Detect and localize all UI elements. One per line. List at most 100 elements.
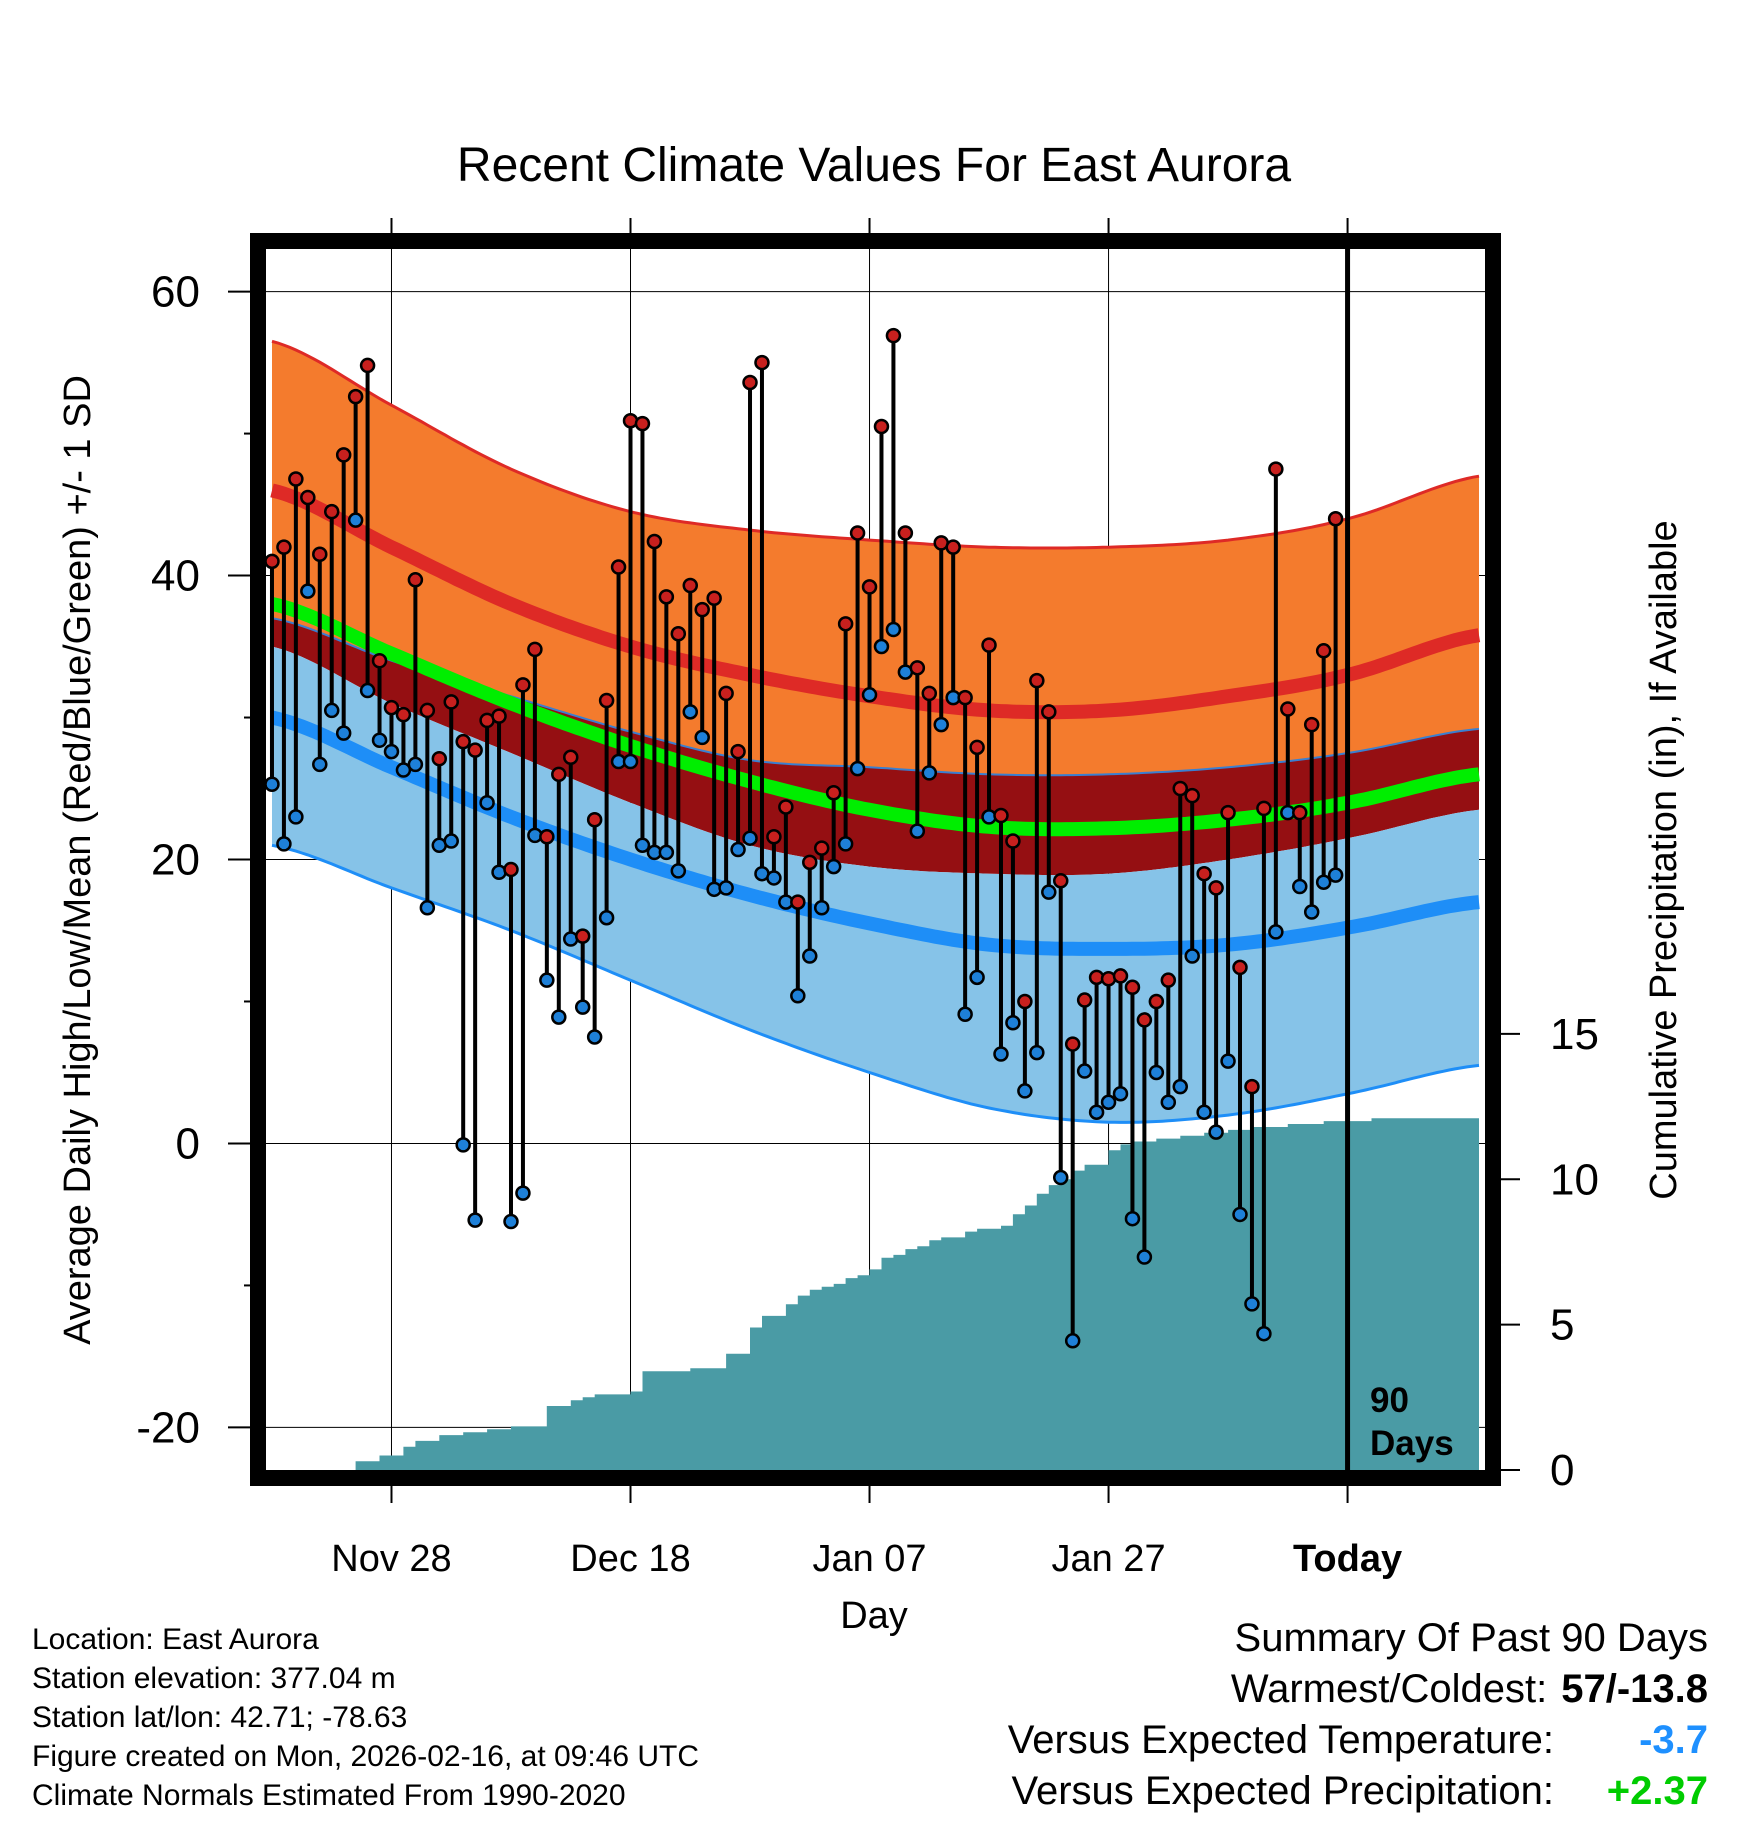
daily-high-point-22: [527, 641, 543, 658]
daily-low-point-6: [335, 725, 352, 741]
daily-low-point-69: [1088, 1104, 1105, 1120]
daily-low-point-55: [921, 765, 938, 781]
chart-title: Recent Climate Values For East Aurora: [457, 139, 1291, 192]
daily-low-point-48: [837, 836, 854, 852]
daily-high-point-5: [323, 503, 340, 520]
daily-high-point-9: [371, 652, 388, 669]
daily-low-point-0: [266, 776, 280, 793]
daily-high-point-44: [790, 894, 806, 910]
daily-high-point-55: [921, 685, 938, 702]
daily-low-point-36: [694, 729, 710, 746]
summary-warm-cold: Warmest/Coldest: 57/-13.8: [1008, 1664, 1708, 1715]
daily-high-point-34: [670, 626, 687, 642]
high-normal-band: [272, 341, 1479, 713]
daily-high-point-17: [467, 742, 483, 758]
daily-low-point-23: [539, 972, 555, 988]
daily-low-point-4: [312, 756, 328, 773]
daily-high-point-38: [718, 685, 734, 702]
daily-low-point-86: [1292, 878, 1308, 895]
daily-low-point-59: [969, 969, 985, 986]
daily-low-point-16: [455, 1137, 471, 1153]
daily-high-point-62: [1005, 833, 1021, 849]
temp-anomaly-label: Versus Expected Temperature:: [1007, 1718, 1554, 1762]
daily-low-point-79: [1208, 1124, 1224, 1140]
daily-high-point-75: [1160, 972, 1177, 988]
x-tick-label-2: Jan 07: [812, 1538, 926, 1580]
daily-high-point-64: [1029, 672, 1045, 689]
daily-high-point-14: [431, 750, 448, 767]
daily-high-point-29: [610, 559, 627, 575]
daily-high-point-52: [885, 327, 902, 344]
daily-high-point-11: [395, 706, 412, 723]
avg-normal-band: [272, 618, 1479, 876]
daily-high-point-67: [1064, 1036, 1081, 1052]
summary-precip: Versus Expected Precipitation: +2.37: [1008, 1766, 1708, 1817]
daily-low-point-17: [467, 1212, 483, 1228]
plot-frame: [250, 233, 1501, 1486]
daily-low-point-46: [813, 900, 830, 916]
daily-high-point-77: [1184, 787, 1200, 804]
y2-tick-label-1: 5: [1550, 1301, 1574, 1350]
daily-high-point-26: [574, 928, 591, 944]
daily-low-point-67: [1064, 1333, 1081, 1349]
latlon-text: Station lat/lon: 42.71; -78.63: [32, 1701, 408, 1734]
daily-low-point-21: [515, 1185, 531, 1201]
x-axis-label: Day: [840, 1595, 908, 1637]
daily-high-point-66: [1052, 873, 1069, 889]
daily-high-point-0: [266, 553, 280, 570]
daily-low-point-83: [1256, 1325, 1272, 1342]
daily-low-point-30: [622, 753, 639, 770]
daily-low-point-87: [1303, 904, 1320, 920]
daily-high-point-87: [1303, 716, 1320, 733]
daily-low-point-72: [1124, 1210, 1141, 1227]
daily-low-point-26: [574, 999, 591, 1015]
daily-low-point-80: [1220, 1053, 1236, 1069]
daily-low-point-15: [443, 833, 459, 849]
daily-low-point-51: [873, 638, 890, 655]
y-axis-label: Average Daily High/Low/Mean (Red/Blue/Gr…: [57, 375, 99, 1345]
daily-high-point-50: [861, 579, 878, 595]
daily-high-point-45: [802, 854, 818, 871]
daily-low-point-11: [395, 762, 412, 778]
daily-high-point-63: [1017, 993, 1033, 1010]
daily-low-point-45: [802, 948, 818, 964]
x-tick-label-0: Nov 28: [331, 1538, 451, 1580]
daily-low-point-65: [1041, 884, 1057, 900]
daily-low-point-3: [300, 583, 316, 599]
daily-high-point-79: [1208, 880, 1224, 896]
daily-low-point-47: [825, 858, 842, 875]
daily-high-point-21: [515, 677, 531, 693]
y-tick-label-2: 20: [151, 836, 200, 885]
daily-low-point-89: [1327, 867, 1344, 883]
warm-cold-value: 57/-13.8: [1561, 1667, 1708, 1711]
x-tick-label-3: Jan 27: [1051, 1538, 1165, 1580]
avg-normal-line: [270, 597, 1480, 837]
daily-low-point-20: [503, 1213, 519, 1230]
daily-high-point-88: [1315, 643, 1332, 659]
daily-low-point-75: [1160, 1094, 1177, 1111]
daily-high-point-43: [778, 799, 794, 815]
y-tick-label-3: 40: [151, 552, 200, 601]
daily-low-point-35: [682, 704, 699, 720]
daily-high-point-72: [1124, 979, 1141, 996]
daily-low-point-84: [1268, 924, 1284, 940]
temp-anomaly-value: -3.7: [1639, 1718, 1708, 1762]
y2-tick-label-2: 10: [1550, 1155, 1599, 1204]
daily-high-point-12: [407, 572, 424, 588]
daily-high-point-60: [981, 637, 997, 653]
daily-high-point-82: [1244, 1078, 1260, 1095]
high-upper-sd-line: [271, 339, 1480, 550]
daily-high-point-36: [694, 601, 710, 618]
x-tick-label-4: Today: [1293, 1538, 1402, 1580]
daily-high-point-4: [312, 546, 328, 562]
daily-high-point-40: [742, 374, 758, 391]
daily-high-point-42: [766, 829, 782, 845]
daily-low-point-52: [885, 621, 902, 638]
y2-axis-label: Cumulative Precipitation (in), If Availa…: [1643, 520, 1685, 1199]
y2-tick-label-3: 15: [1550, 1010, 1599, 1059]
y2-tick-label-0: 0: [1550, 1446, 1574, 1495]
daily-high-point-41: [754, 354, 770, 371]
daily-high-point-3: [300, 489, 316, 506]
normals-text: Climate Normals Estimated From 1990-2020: [32, 1779, 626, 1812]
daily-high-point-46: [813, 840, 830, 856]
